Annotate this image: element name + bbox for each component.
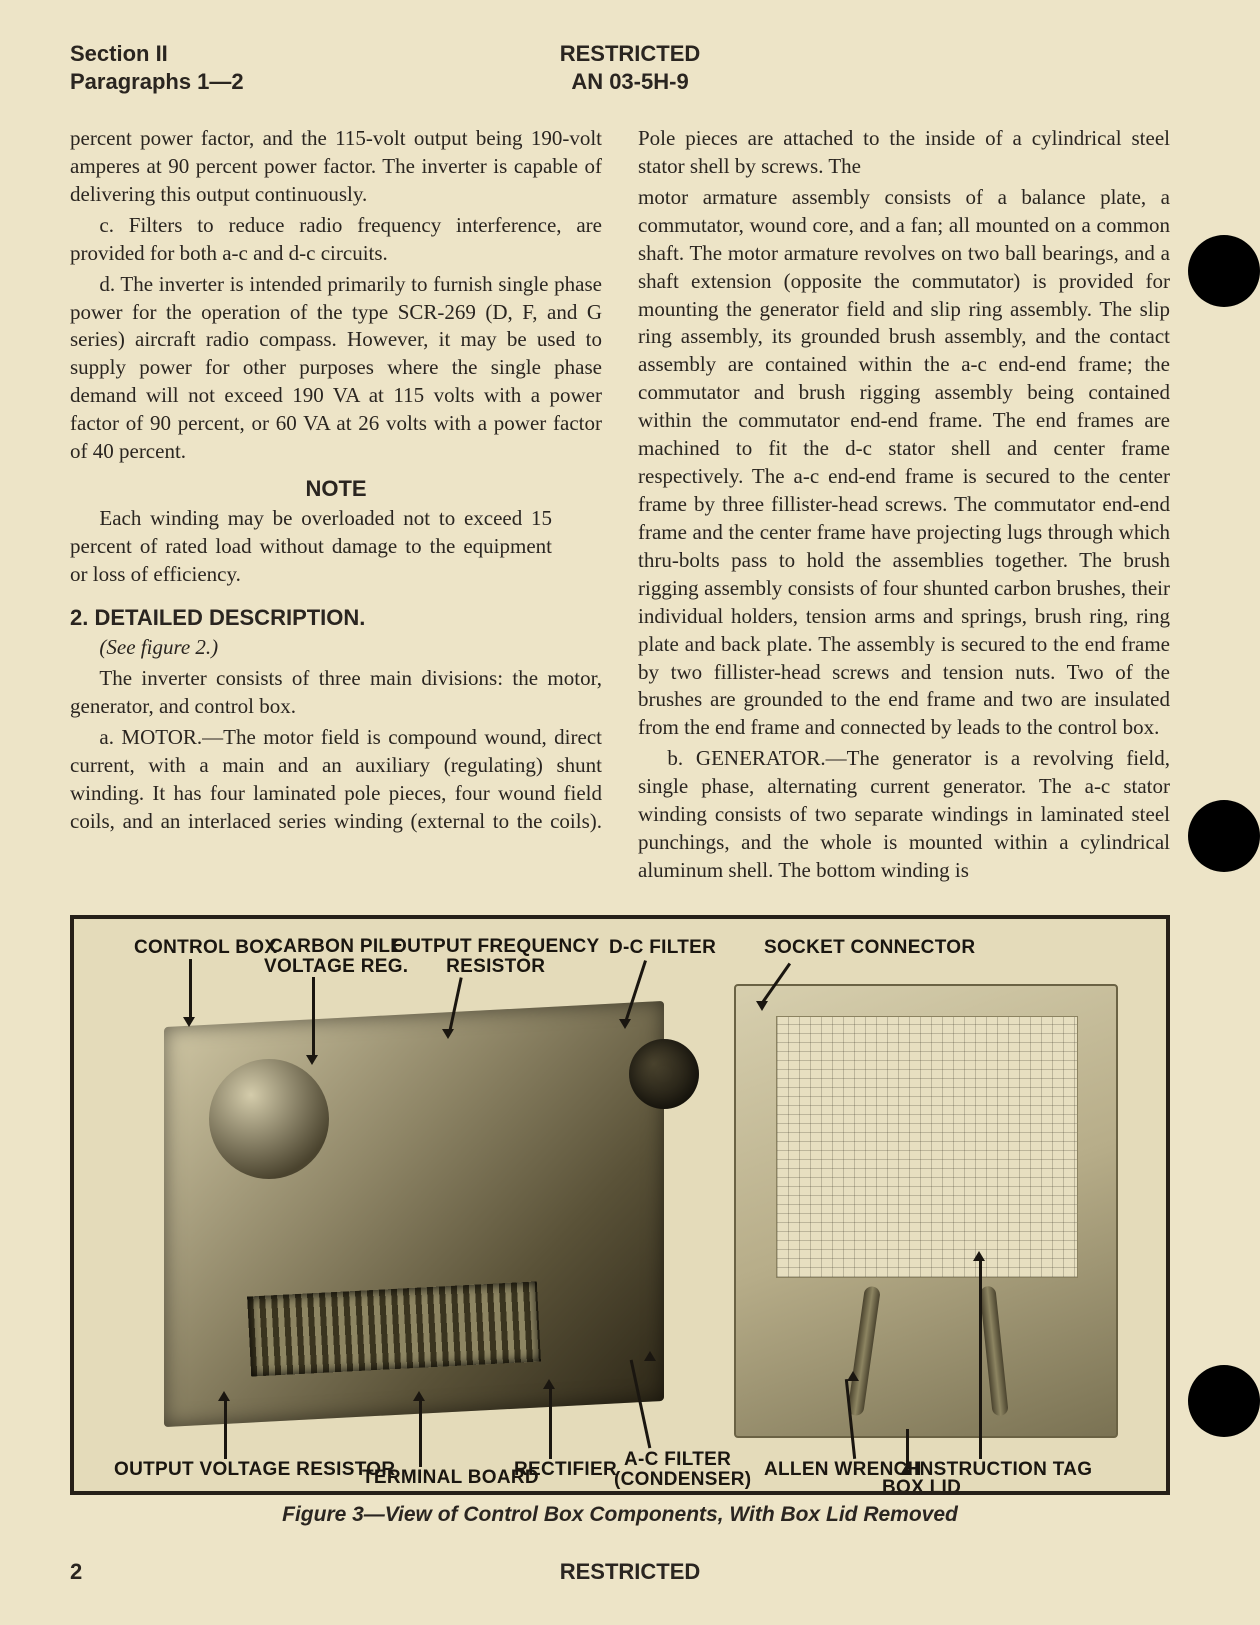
page-header: Section II Paragraphs 1—2 RESTRICTED AN … (70, 40, 1170, 95)
figure-frame: CONTROL BOX CARBON PILE VOLTAGE REG. OUT… (70, 915, 1170, 1495)
arrowhead-icon (543, 1379, 555, 1389)
label-dc-filter: D-C FILTER (609, 937, 716, 959)
label-control-box: CONTROL BOX (134, 937, 277, 959)
arrowhead-icon (183, 1017, 195, 1027)
arrowhead-icon (756, 1001, 768, 1011)
label-output-voltage-resistor: OUTPUT VOLTAGE RESISTOR (114, 1459, 395, 1481)
label-box-lid: BOX LID (882, 1477, 961, 1495)
photo-socket (629, 1039, 699, 1109)
arrowhead-icon (218, 1391, 230, 1401)
arrow (189, 959, 192, 1019)
label-freq-resistor: OUTPUT FREQUENCY RESISTOR (392, 937, 599, 977)
label-ac-filter-2: (CONDENSER) (614, 1469, 751, 1491)
para-generator-b: b. GENERATOR.—The generator is a revolvi… (638, 745, 1170, 885)
arrowhead-icon (442, 1029, 454, 1039)
arrow (979, 1259, 982, 1459)
para-c: c. Filters to reduce radio frequency int… (70, 212, 602, 268)
photo-box-lid (734, 984, 1118, 1438)
punch-hole (1188, 235, 1260, 307)
label-ac-filter-1: A-C FILTER (624, 1449, 731, 1471)
arrowhead-icon (847, 1371, 859, 1381)
punch-hole (1188, 1365, 1260, 1437)
para-divisions: The inverter consists of three main divi… (70, 665, 602, 721)
label-socket: SOCKET CONNECTOR (764, 937, 975, 959)
header-left: Section II Paragraphs 1—2 (70, 40, 244, 95)
photo-terminal-strip (247, 1281, 541, 1376)
arrow (419, 1399, 422, 1467)
clip-right (979, 1285, 1009, 1416)
schematic-sheet (776, 1016, 1078, 1278)
section-label: Section II (70, 40, 244, 68)
see-figure-ref: (See figure 2.) (70, 634, 602, 662)
footer-restricted: RESTRICTED (0, 1559, 1260, 1585)
arrow (549, 1387, 552, 1459)
paragraphs-label: Paragraphs 1—2 (70, 68, 244, 96)
photo-carbon-pile (209, 1059, 329, 1179)
body-columns: percent power factor, and the 115-volt o… (70, 125, 1170, 885)
arrowhead-icon (619, 1019, 631, 1029)
para-continuation: percent power factor, and the 115-volt o… (70, 125, 602, 209)
para-d: d. The inverter is intended primarily to… (70, 271, 602, 466)
arrow (312, 977, 315, 1057)
arrow (906, 1429, 909, 1469)
arrowhead-icon (644, 1351, 656, 1361)
label-terminal-board: TERMINAL BOARD (362, 1467, 539, 1489)
note-heading: NOTE (70, 474, 602, 503)
figure-caption: Figure 3—View of Control Box Components,… (70, 1503, 1170, 1527)
arrowhead-icon (973, 1251, 985, 1261)
punch-hole (1188, 800, 1260, 872)
arrowhead-icon (306, 1055, 318, 1065)
clip-left (847, 1285, 881, 1416)
arrowhead-icon (413, 1391, 425, 1401)
section-2-heading: 2. DETAILED DESCRIPTION. (70, 603, 602, 632)
arrow (224, 1399, 227, 1459)
note-body: Each winding may be overloaded not to ex… (70, 505, 602, 589)
para-motor-cont: motor armature assembly consists of a ba… (638, 184, 1170, 742)
page: Section II Paragraphs 1—2 RESTRICTED AN … (0, 0, 1260, 1625)
label-rectifier: RECTIFIER (514, 1459, 617, 1481)
label-carbon-pile: CARBON PILE VOLTAGE REG. (264, 937, 408, 977)
